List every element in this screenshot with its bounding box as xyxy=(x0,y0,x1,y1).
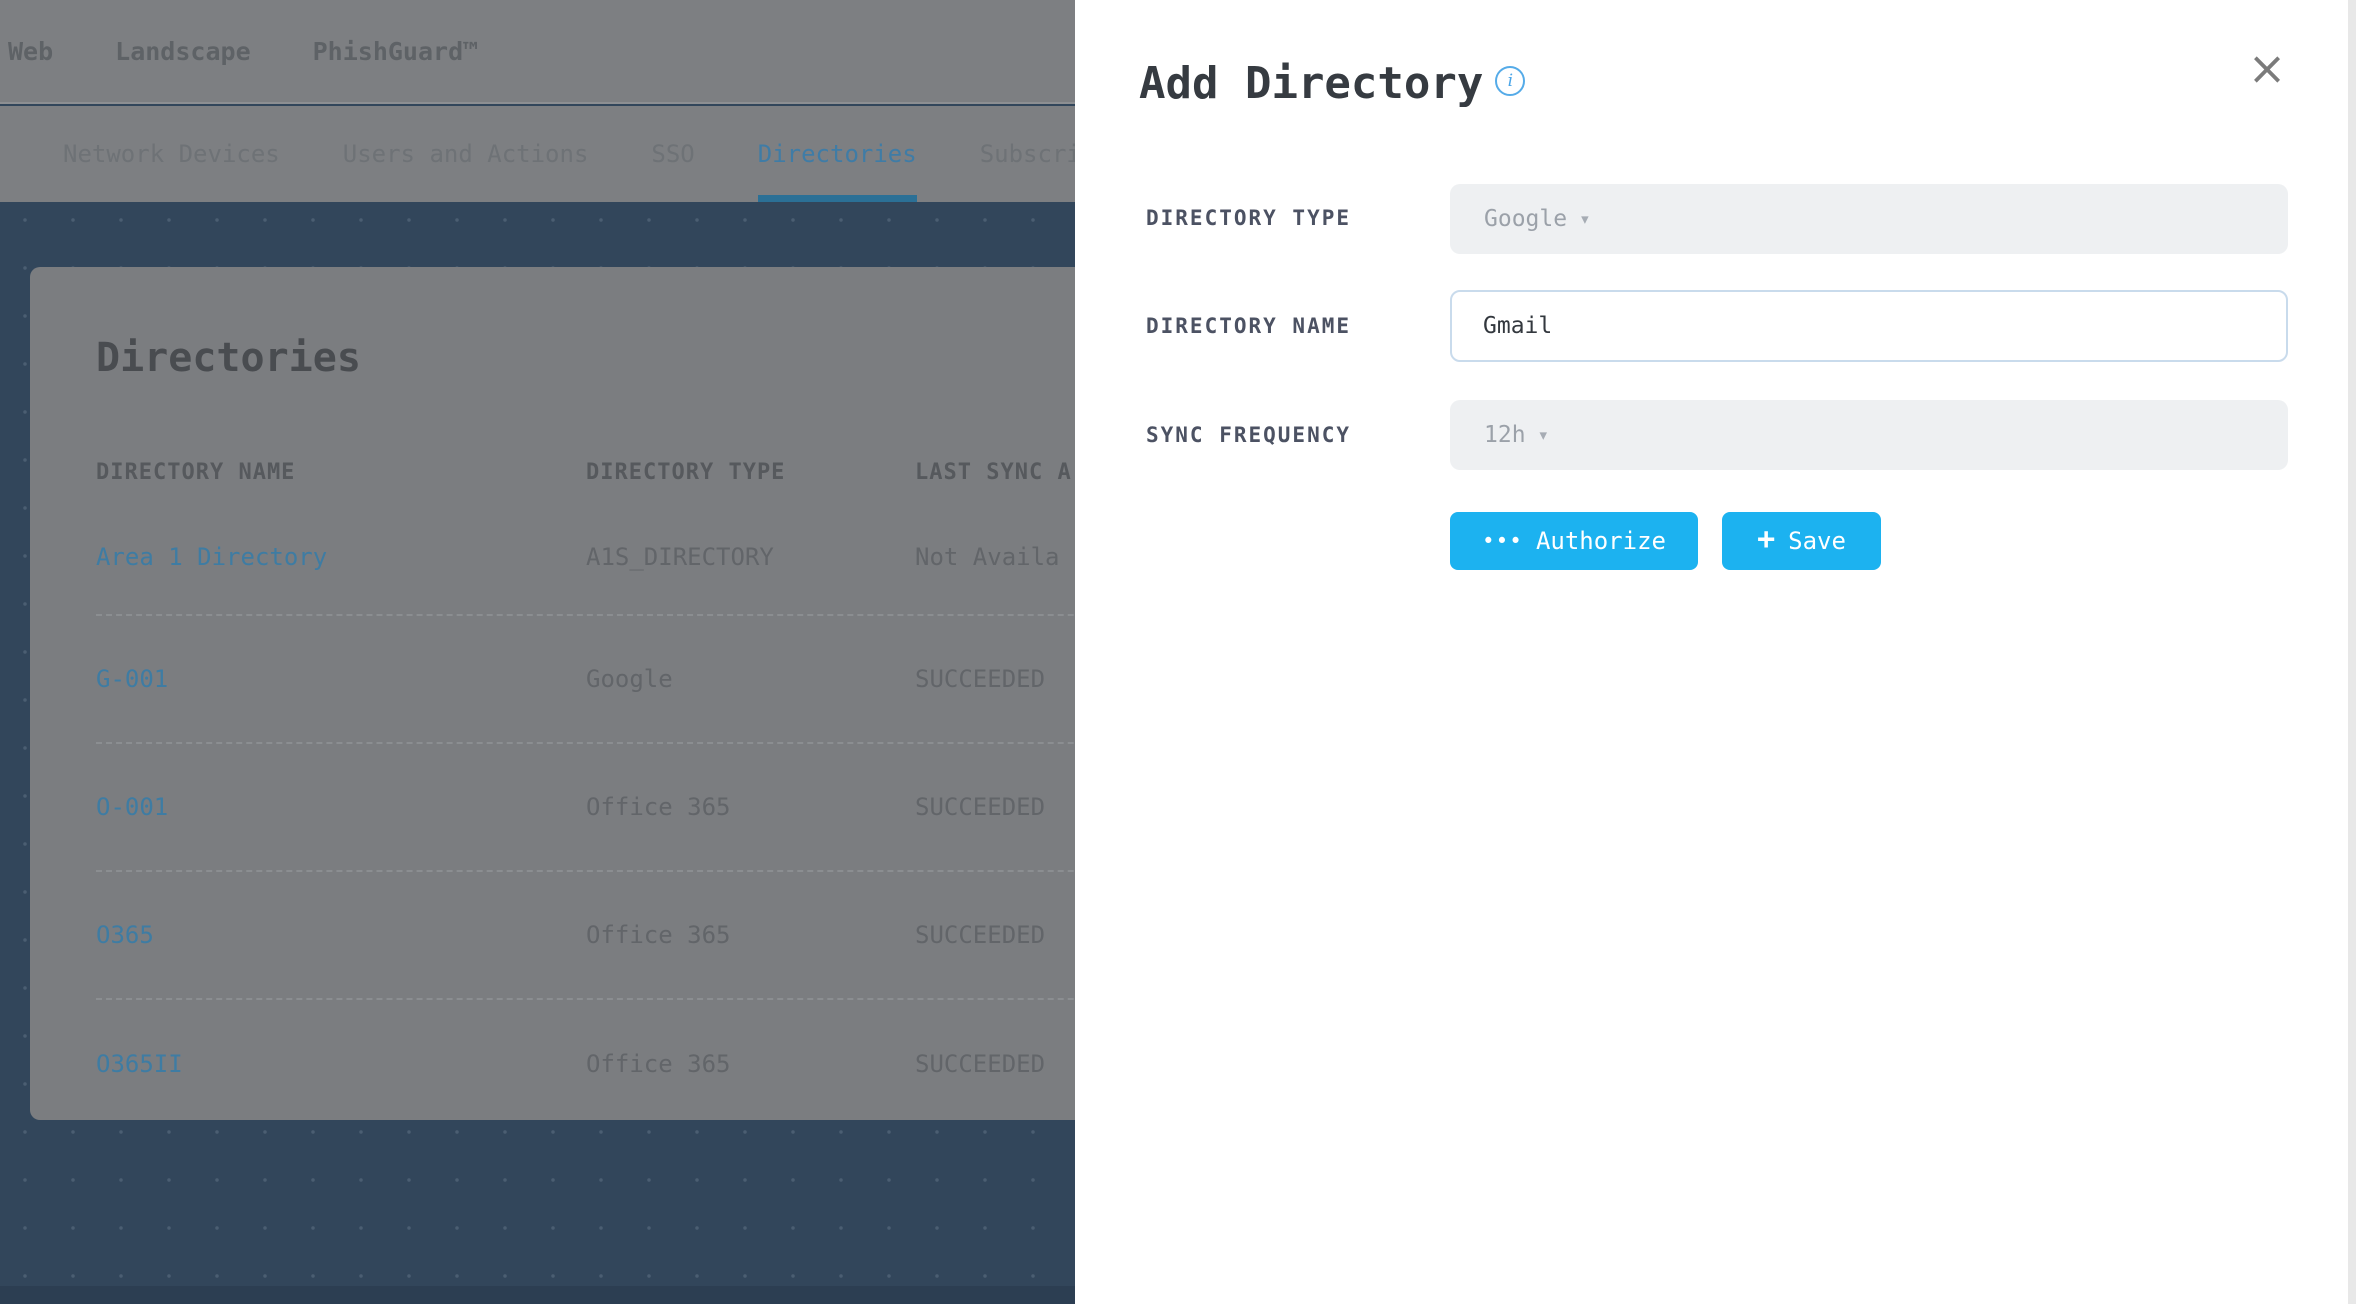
directory-link[interactable]: O-001 xyxy=(96,793,169,821)
chevron-down-icon: ▾ xyxy=(1539,426,1548,444)
last-sync-cell: SUCCEEDED xyxy=(915,1050,1046,1078)
tab-sso[interactable]: SSO xyxy=(651,140,695,168)
save-button-label: Save xyxy=(1788,527,1846,555)
column-header-last-sync: LAST SYNC A xyxy=(915,460,1072,485)
tab-users-and-actions[interactable]: Users and Actions xyxy=(342,140,589,168)
info-icon[interactable]: i xyxy=(1495,66,1526,96)
directory-link[interactable]: O365 xyxy=(96,921,154,949)
directory-type-cell: Google xyxy=(586,665,673,693)
table-header-row: DIRECTORY NAME DIRECTORY TYPE LAST SYNC … xyxy=(96,461,2356,485)
table-row: O365II Office 365 SUCCEEDED xyxy=(96,1000,2356,1120)
directory-type-cell: Office 365 xyxy=(586,921,731,949)
authorize-button-label: Authorize xyxy=(1535,527,1666,555)
tab-directories[interactable]: Directories xyxy=(757,106,917,202)
last-sync-cell: SUCCEEDED xyxy=(915,665,1046,693)
directory-name-input[interactable] xyxy=(1450,290,2288,362)
directory-type-cell: Office 365 xyxy=(586,793,731,821)
tab-subscription[interactable]: Subscri xyxy=(979,140,1081,168)
directory-type-cell: Office 365 xyxy=(586,1050,731,1078)
nav-item-landscape[interactable]: Landscape xyxy=(115,36,251,66)
last-sync-cell: Not Availa xyxy=(915,542,1060,571)
chevron-down-icon: ▾ xyxy=(1581,210,1589,228)
page-title: Directories xyxy=(96,335,361,381)
drawer-header: Add Directory i xyxy=(1139,58,1526,109)
column-header-directory-type: DIRECTORY TYPE xyxy=(586,460,786,485)
sync-frequency-label: SYNC FREQUENCY xyxy=(1146,423,1352,447)
add-directory-drawer: × Add Directory i DIRECTORY TYPE Google … xyxy=(1075,0,2356,1304)
directory-type-cell: A1S_DIRECTORY xyxy=(586,542,774,571)
close-icon: × xyxy=(2247,41,2287,95)
nav-item-web[interactable]: Web xyxy=(8,36,54,66)
ellipsis-icon: ••• xyxy=(1482,528,1523,553)
plus-icon: + xyxy=(1757,521,1776,557)
scrollbar-track[interactable] xyxy=(2348,0,2356,1304)
directory-type-label: DIRECTORY TYPE xyxy=(1146,206,1352,230)
drawer-overlay[interactable] xyxy=(0,0,1075,1304)
save-button[interactable]: + Save xyxy=(1722,512,1881,570)
tab-network-devices[interactable]: Network Devices xyxy=(63,140,280,168)
nav-item-phishguard[interactable]: PhishGuard™ xyxy=(312,36,479,66)
drawer-title: Add Directory xyxy=(1139,58,1484,109)
sync-frequency-value: 12h xyxy=(1484,422,1526,448)
last-sync-cell: SUCCEEDED xyxy=(915,921,1046,949)
directory-type-value: Google xyxy=(1484,206,1568,232)
close-button[interactable]: × xyxy=(2243,44,2291,92)
authorize-button[interactable]: ••• Authorize xyxy=(1450,512,1698,570)
directory-link[interactable]: Area 1 Directory xyxy=(96,542,328,571)
directory-name-label: DIRECTORY NAME xyxy=(1146,314,1352,338)
sync-frequency-select[interactable]: 12h ▾ xyxy=(1450,400,2288,470)
directory-type-select[interactable]: Google ▾ xyxy=(1450,184,2288,254)
column-header-directory-name: DIRECTORY NAME xyxy=(96,460,296,485)
directory-link[interactable]: O365II xyxy=(96,1050,183,1078)
last-sync-cell: SUCCEEDED xyxy=(915,793,1046,821)
directory-link[interactable]: G-001 xyxy=(96,665,169,693)
